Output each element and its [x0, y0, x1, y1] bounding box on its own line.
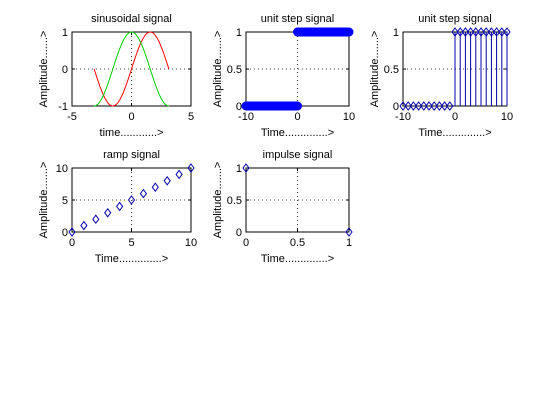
y-tick-label: 5 — [62, 195, 68, 207]
chart-title: unit step signal — [261, 13, 334, 25]
y-axis-label: Amplitude.......> — [38, 31, 50, 108]
y-axis-label: Amplitude.......> — [212, 162, 224, 239]
y-axis-label: Amplitude.......> — [38, 162, 50, 239]
x-axis-label: Time..............> — [95, 253, 168, 265]
y-tick-label: -1 — [58, 101, 68, 113]
x-tick-label: 5 — [128, 237, 134, 249]
x-tick-label: -5 — [67, 111, 77, 123]
x-tick-label: 10 — [185, 237, 197, 249]
y-axis-label: Amplitude.......> — [212, 31, 224, 108]
chart-title: ramp signal — [103, 149, 160, 161]
y-tick-label: 0 — [393, 101, 399, 113]
subplot-5: 0 0.5 1 0 0.5 1 impulse signal Time............… — [212, 149, 352, 265]
x-tick-label: 1 — [346, 237, 352, 249]
x-tick-label: 0 — [452, 111, 458, 123]
y-tick-label: 10 — [56, 163, 68, 175]
y-tick-label: 0 — [62, 64, 68, 76]
data-point — [345, 28, 354, 37]
subplot-4: 0 5 10 0 5 10 ramp signal Time..............> Am… — [38, 149, 197, 265]
y-tick-label: 0 — [236, 227, 242, 239]
y-tick-label: 0.5 — [227, 64, 242, 76]
x-tick-label: 10 — [343, 111, 355, 123]
y-tick-label: 1 — [236, 163, 242, 175]
data-point — [293, 102, 302, 111]
x-tick-label: 0 — [128, 111, 134, 123]
x-axis-label: Time..............> — [261, 253, 334, 265]
y-tick-label: 0.5 — [384, 64, 399, 76]
x-tick-label: 0 — [294, 111, 300, 123]
x-axis-label: time............> — [100, 127, 164, 139]
chart-title: impulse signal — [263, 149, 333, 161]
x-axis-label: Time..............> — [261, 127, 334, 139]
x-tick-label: 5 — [188, 111, 194, 123]
x-axis-label: Time..............> — [418, 127, 491, 139]
y-tick-label: 0.5 — [227, 195, 242, 207]
chart-title: unit step signal — [418, 13, 491, 25]
y-tick-label: 1 — [393, 27, 399, 39]
y-axis-label: Amplitude.......> — [369, 31, 381, 108]
x-tick-label: 0 — [243, 237, 249, 249]
x-tick-label: 10 — [501, 111, 513, 123]
y-tick-label: 1 — [236, 27, 242, 39]
y-tick-label: 0 — [236, 101, 242, 113]
x-tick-label: 0.5 — [290, 237, 305, 249]
x-tick-label: 0 — [69, 237, 75, 249]
y-tick-label: 1 — [62, 27, 68, 39]
y-tick-label: 0 — [62, 227, 68, 239]
chart-title: sinusoidal signal — [91, 13, 172, 25]
subplot-1: -5 0 5 -1 0 1 sinusoidal signal time...........… — [38, 13, 194, 139]
